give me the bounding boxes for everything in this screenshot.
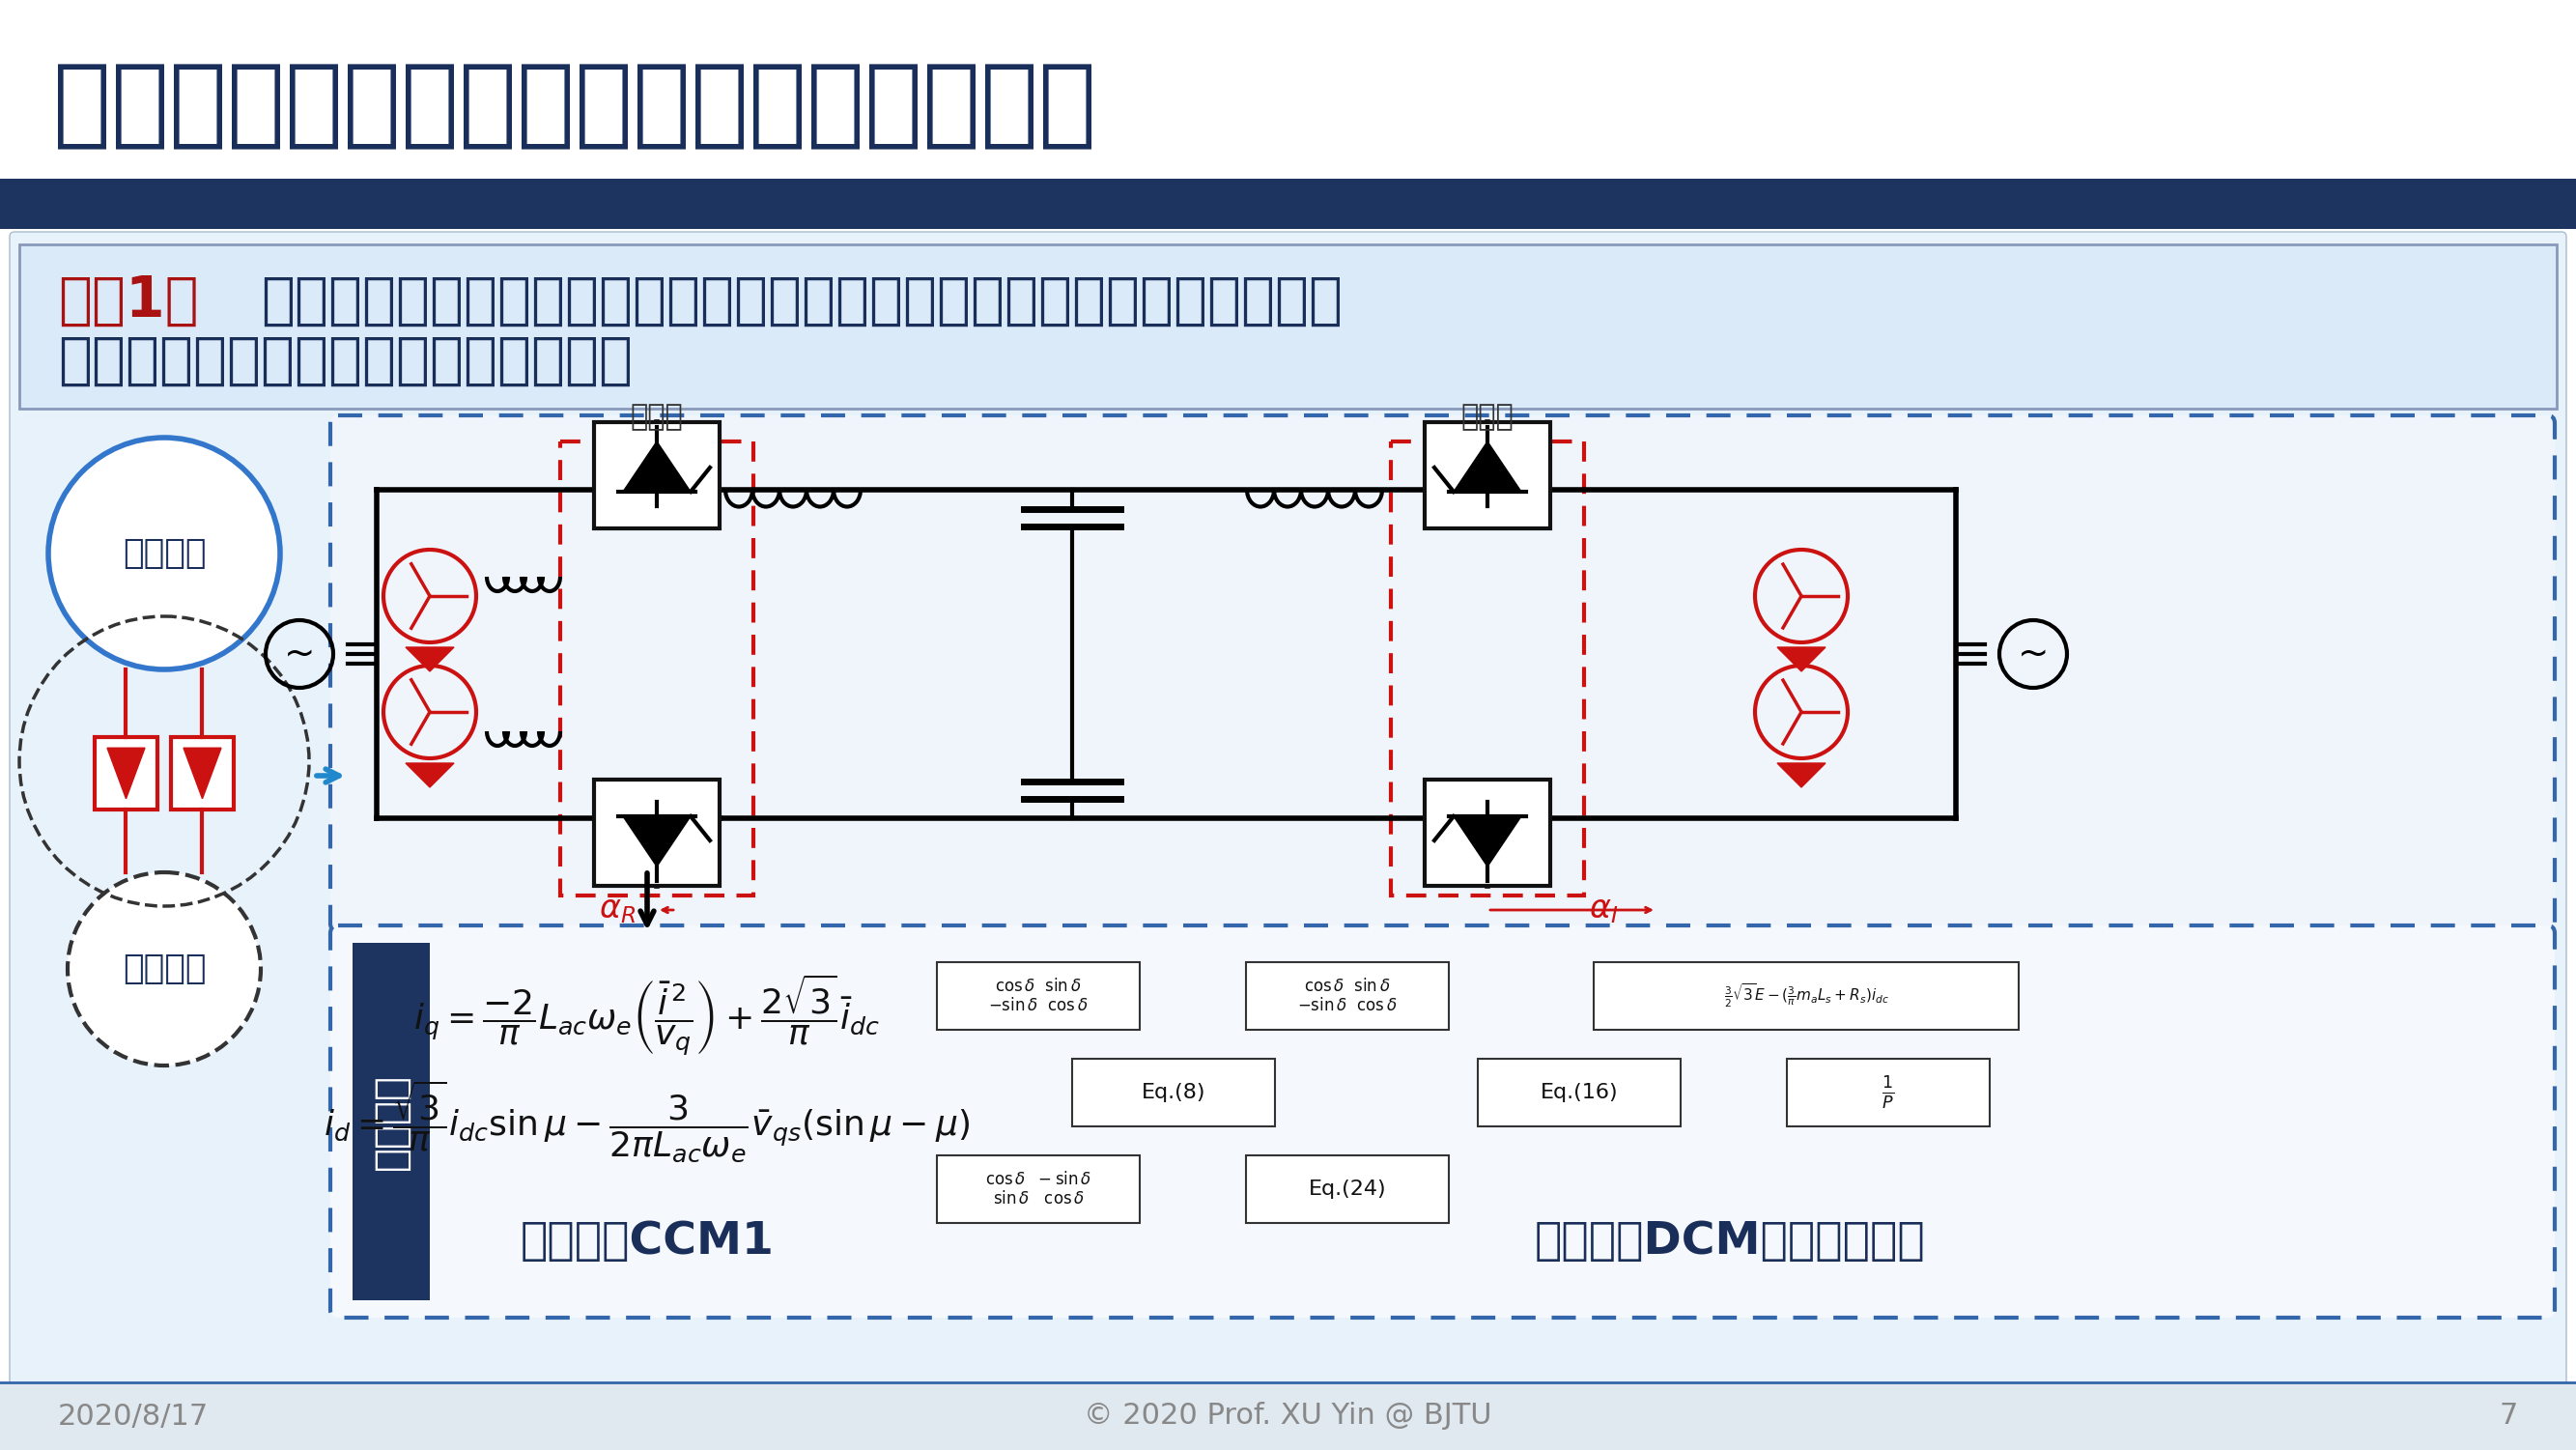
Text: 2020/8/17: 2020/8/17 — [57, 1402, 209, 1430]
Polygon shape — [183, 748, 222, 799]
Bar — [170, 737, 234, 809]
Polygon shape — [108, 748, 144, 799]
FancyBboxPatch shape — [18, 245, 2558, 409]
Text: 经典模型: 经典模型 — [371, 1073, 412, 1170]
Text: Eq.(24): Eq.(24) — [1309, 1179, 1386, 1199]
FancyBboxPatch shape — [330, 415, 2555, 931]
Circle shape — [67, 873, 260, 1066]
Text: 高压直流输电系统动态平均化建模的难点: 高压直流输电系统动态平均化建模的难点 — [54, 59, 1097, 154]
Polygon shape — [1777, 763, 1826, 787]
Text: 高压直流换流器交直流物理量之间的函数关系与运行工况相关，难以构建: 高压直流换流器交直流物理量之间的函数关系与运行工况相关，难以构建 — [260, 273, 1342, 328]
Text: $\frac{3}{2}\sqrt{3}E - (\frac{3}{\pi}m_aL_s + R_s)i_{dc}$: $\frac{3}{2}\sqrt{3}E - (\frac{3}{\pi}m_… — [1723, 982, 1888, 1009]
Polygon shape — [1453, 441, 1522, 492]
Text: 难点1：: 难点1： — [57, 273, 198, 328]
Text: $\cos\delta\ \ \sin\delta$
$-\sin\delta\ \ \cos\delta$: $\cos\delta\ \ \sin\delta$ $-\sin\delta\… — [1298, 977, 1396, 1015]
Text: 适用于多工况的统一解析平均化模型。: 适用于多工况的统一解析平均化模型。 — [57, 334, 634, 387]
Text: $\alpha_I$: $\alpha_I$ — [1589, 895, 1618, 927]
Text: 只适用于CCM1: 只适用于CCM1 — [520, 1221, 775, 1264]
Bar — [0, 1382, 2576, 1450]
Polygon shape — [623, 816, 690, 867]
Text: $i_d = \dfrac{\sqrt{3}}{\pi}i_{dc}\sin\mu - \dfrac{3}{2\pi L_{ac}\omega_e}\bar{v: $i_d = \dfrac{\sqrt{3}}{\pi}i_{dc}\sin\m… — [325, 1079, 971, 1164]
Polygon shape — [404, 763, 453, 787]
Text: Eq.(16): Eq.(16) — [1540, 1083, 1618, 1102]
Text: © 2020 Prof. XU Yin @ BJTU: © 2020 Prof. XU Yin @ BJTU — [1084, 1402, 1492, 1430]
FancyBboxPatch shape — [10, 232, 2566, 1388]
Bar — [1788, 1058, 1989, 1127]
Polygon shape — [623, 441, 690, 492]
Text: $\cos\delta\ \ \sin\delta$
$-\sin\delta\ \ \cos\delta$: $\cos\delta\ \ \sin\delta$ $-\sin\delta\… — [989, 977, 1087, 1015]
Circle shape — [49, 438, 281, 670]
Text: $\alpha_R$: $\alpha_R$ — [598, 895, 636, 927]
Bar — [1479, 1058, 1680, 1127]
Bar — [353, 942, 430, 1301]
Text: 区域电网: 区域电网 — [124, 536, 206, 570]
Text: ~: ~ — [283, 635, 314, 673]
Bar — [1425, 780, 1551, 886]
Bar — [595, 780, 719, 886]
Bar — [595, 422, 719, 528]
Text: 整流器: 整流器 — [631, 403, 683, 431]
Text: 逆变器: 逆变器 — [1461, 403, 1515, 431]
Bar — [1247, 1156, 1448, 1222]
Bar — [1247, 963, 1448, 1030]
Text: $\cos\delta\ \ -\sin\delta$
$\sin\delta\ \ \ \cos\delta$: $\cos\delta\ \ -\sin\delta$ $\sin\delta\… — [984, 1170, 1092, 1208]
Text: 区域电网: 区域电网 — [124, 953, 206, 986]
Polygon shape — [1777, 647, 1826, 671]
Bar — [95, 737, 157, 809]
Text: $\frac{1}{P}$: $\frac{1}{P}$ — [1883, 1074, 1893, 1111]
Bar — [938, 1156, 1139, 1222]
Text: Eq.(8): Eq.(8) — [1141, 1083, 1206, 1102]
Text: ~: ~ — [2017, 635, 2048, 673]
Bar — [1072, 1058, 1275, 1127]
Text: 适用于除DCM之外其他工况: 适用于除DCM之外其他工况 — [1535, 1221, 1924, 1264]
Polygon shape — [404, 647, 453, 671]
Polygon shape — [1453, 816, 1522, 867]
FancyBboxPatch shape — [330, 925, 2555, 1318]
Text: $i_q = \dfrac{-2}{\pi}L_{ac}\omega_e\left(\dfrac{\bar{i}^{\,2}}{v_q}\right)+ \df: $i_q = \dfrac{-2}{\pi}L_{ac}\omega_e\lef… — [415, 973, 881, 1058]
Text: 7: 7 — [2499, 1402, 2519, 1430]
Bar — [0, 178, 2576, 229]
Bar — [1595, 963, 2020, 1030]
Bar — [1425, 422, 1551, 528]
Bar — [938, 963, 1139, 1030]
